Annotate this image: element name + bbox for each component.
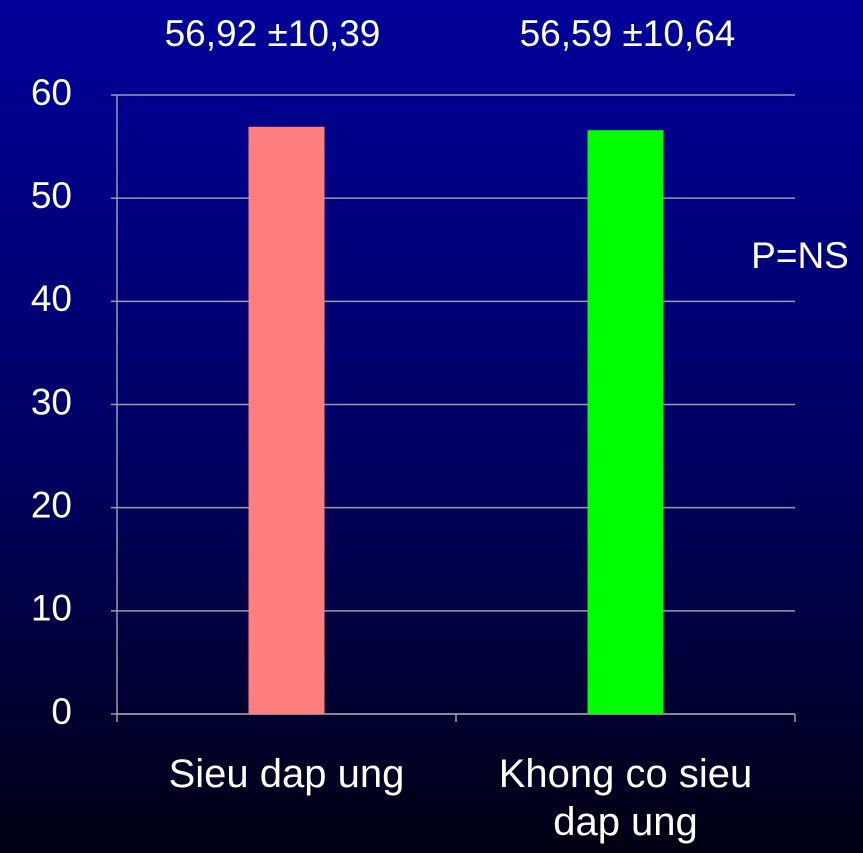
y-tick-label: 30 bbox=[31, 381, 72, 422]
y-tick-label: 50 bbox=[31, 175, 72, 216]
x-tick-label: Khong co sieu dap ung bbox=[498, 752, 753, 844]
y-tick-label: 20 bbox=[31, 484, 72, 525]
y-tick-label: 0 bbox=[51, 691, 72, 732]
value-label: 56,92 ±10,39 bbox=[165, 13, 381, 54]
y-tick-label: 40 bbox=[31, 278, 72, 319]
value-label: 56,59 ±10,64 bbox=[520, 13, 736, 54]
y-tick-label: 60 bbox=[31, 72, 72, 113]
annotation: P=NS bbox=[751, 235, 849, 276]
x-tick-label: Sieu dap ung bbox=[168, 752, 405, 796]
y-tick-label: 10 bbox=[31, 588, 72, 629]
bar bbox=[248, 126, 325, 714]
bar bbox=[587, 130, 664, 715]
